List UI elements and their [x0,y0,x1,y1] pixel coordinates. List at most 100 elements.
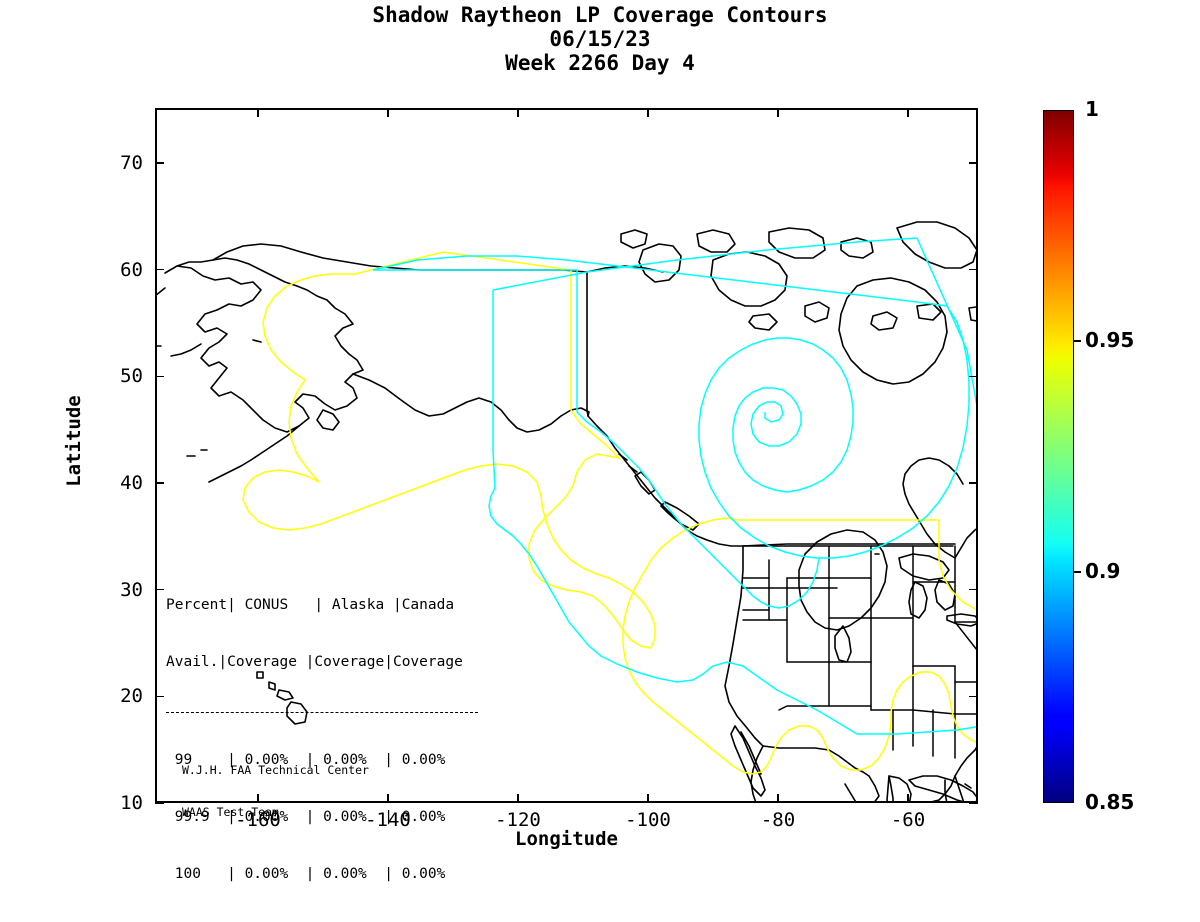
hawaii-bigisland [286,701,308,725]
hawaii-kauai [256,671,264,679]
lake-huron [934,579,956,611]
alaska-panhandle-coast [352,373,590,433]
hawaii-molokai-maui [276,689,294,701]
y-tick-mark-right [969,588,978,591]
colorbar-tick-mark [1074,340,1081,342]
arctic-isl-1 [768,227,826,259]
x-tick-mark-top [647,108,649,117]
colorbar-tick-mark [1074,571,1081,573]
aleutian-isl-c [252,339,262,343]
canada-sv-overlay [488,237,976,735]
credit-line1: W.J.H. FAA Technical Center [182,763,369,777]
state-boundaries [742,545,976,759]
map-canvas [157,221,976,801]
ellesmere [896,221,976,269]
stats-row: 100 | 0.00% | 0.00% | 0.00% [166,866,446,882]
y-tick-mark [155,162,164,164]
lake-erie [946,613,976,627]
x-tick-label: -60 [890,809,926,831]
x-tick-mark-top [907,108,909,117]
arctic-isl-6 [748,313,778,331]
y-tick-label: 70 [120,152,143,174]
stats-header-row1: Percent| CONUS | Alaska |Canada [166,597,455,613]
y-tick-label: 60 [120,258,143,281]
x-tick-label: -160 [235,809,281,831]
x-tick-mark-top [387,108,389,117]
lake-michigan [908,581,928,619]
credit-line2: WAAS Test Team [182,805,279,819]
x-tick-mark-top [517,108,519,117]
conus-florida [944,775,965,801]
y-tick-mark-right [969,375,978,378]
arctic-isl-8 [916,303,942,321]
mexico-west-coast [750,745,764,801]
y-tick-mark [155,482,164,484]
bc-coast [587,415,744,547]
credit-block: W.J.H. FAA Technical Center WAAS Test Te… [182,735,369,847]
coverage-stats-table: Percent| CONUS | Alaska |Canada Avail.|C… [166,558,478,922]
figure-root: Shadow Raytheon LP Coverage Contours 06/… [63,3,1135,882]
conus-west-coast [724,545,764,747]
lake-superior [898,553,950,581]
labrador-coast [954,528,976,559]
x-tick-label: -80 [760,809,796,831]
quebec-north [902,457,964,559]
alaska-ne-boundary [586,271,589,417]
arctic-isl-3 [840,237,874,259]
y-tick-mark [155,802,164,804]
x-tick-label: -120 [495,809,541,831]
alaska-coastline [164,257,364,433]
bc-isl-2 [628,465,638,473]
chart-title-line2: 06/15/23 [549,27,651,51]
y-tick-mark-right [969,162,978,164]
baffin-island [838,277,948,385]
colorbar-tick-label: 0.95 [1085,328,1135,352]
y-tick-label: 50 [120,365,143,388]
canada-sv-east-line [857,237,976,735]
canada-south-border [742,543,956,547]
conus-east-coast [974,746,976,751]
x-tick-label: -100 [625,809,671,831]
y-tick-label: 20 [120,685,143,708]
x-tick-mark [907,794,909,803]
colorbar: 1 0.95 0.9 0.85 [1043,97,1134,814]
y-tick-mark-right [969,482,978,484]
canada-sv-south-line [488,487,858,735]
colorbar-tick-label: 0.9 [1085,559,1121,583]
x-tick-mark-top [257,108,259,117]
baja-california [730,725,766,797]
x-axis-label: Longitude [515,828,618,850]
x-tick-label: -140 [365,809,411,831]
hudson-bay [798,529,888,631]
baja-inner [740,731,762,775]
hawaii-oahu [268,681,276,691]
colorbar-tick-label: 1 [1085,97,1099,121]
bc-isl-1 [618,453,628,461]
y-tick-mark [155,588,164,591]
arctic-isl-9 [968,306,976,322]
arctic-isl-5 [804,301,830,323]
coastlines-layer [157,221,976,801]
y-tick-mark-right [969,695,978,698]
arctic-isl-4 [620,229,648,249]
mexico-east-coast [844,775,894,801]
y-tick-mark [155,695,164,698]
cuba [908,775,976,801]
y-axis-label: Latitude [63,395,85,487]
colorbar-tick-label: 0.85 [1085,790,1135,814]
y-tick-label: 10 [120,792,143,814]
bahamas-1 [964,783,972,789]
arctic-isl-7 [870,311,898,331]
conus-service-volume [622,517,976,775]
hudson-james-bay [834,625,852,663]
x-tick-mark-top [777,108,779,117]
x-tick-mark [647,794,649,803]
canada-service-volume-outline [373,269,820,609]
yucatan [886,775,912,801]
y-tick-mark-right [969,802,978,804]
y-tick-label: 40 [120,472,143,494]
stats-row: 99 | 0.00% | 0.00% | 0.00% [166,752,446,768]
x-tick-mark [517,794,519,803]
vancouver-island [660,501,700,531]
x-tick-mark [257,794,259,803]
